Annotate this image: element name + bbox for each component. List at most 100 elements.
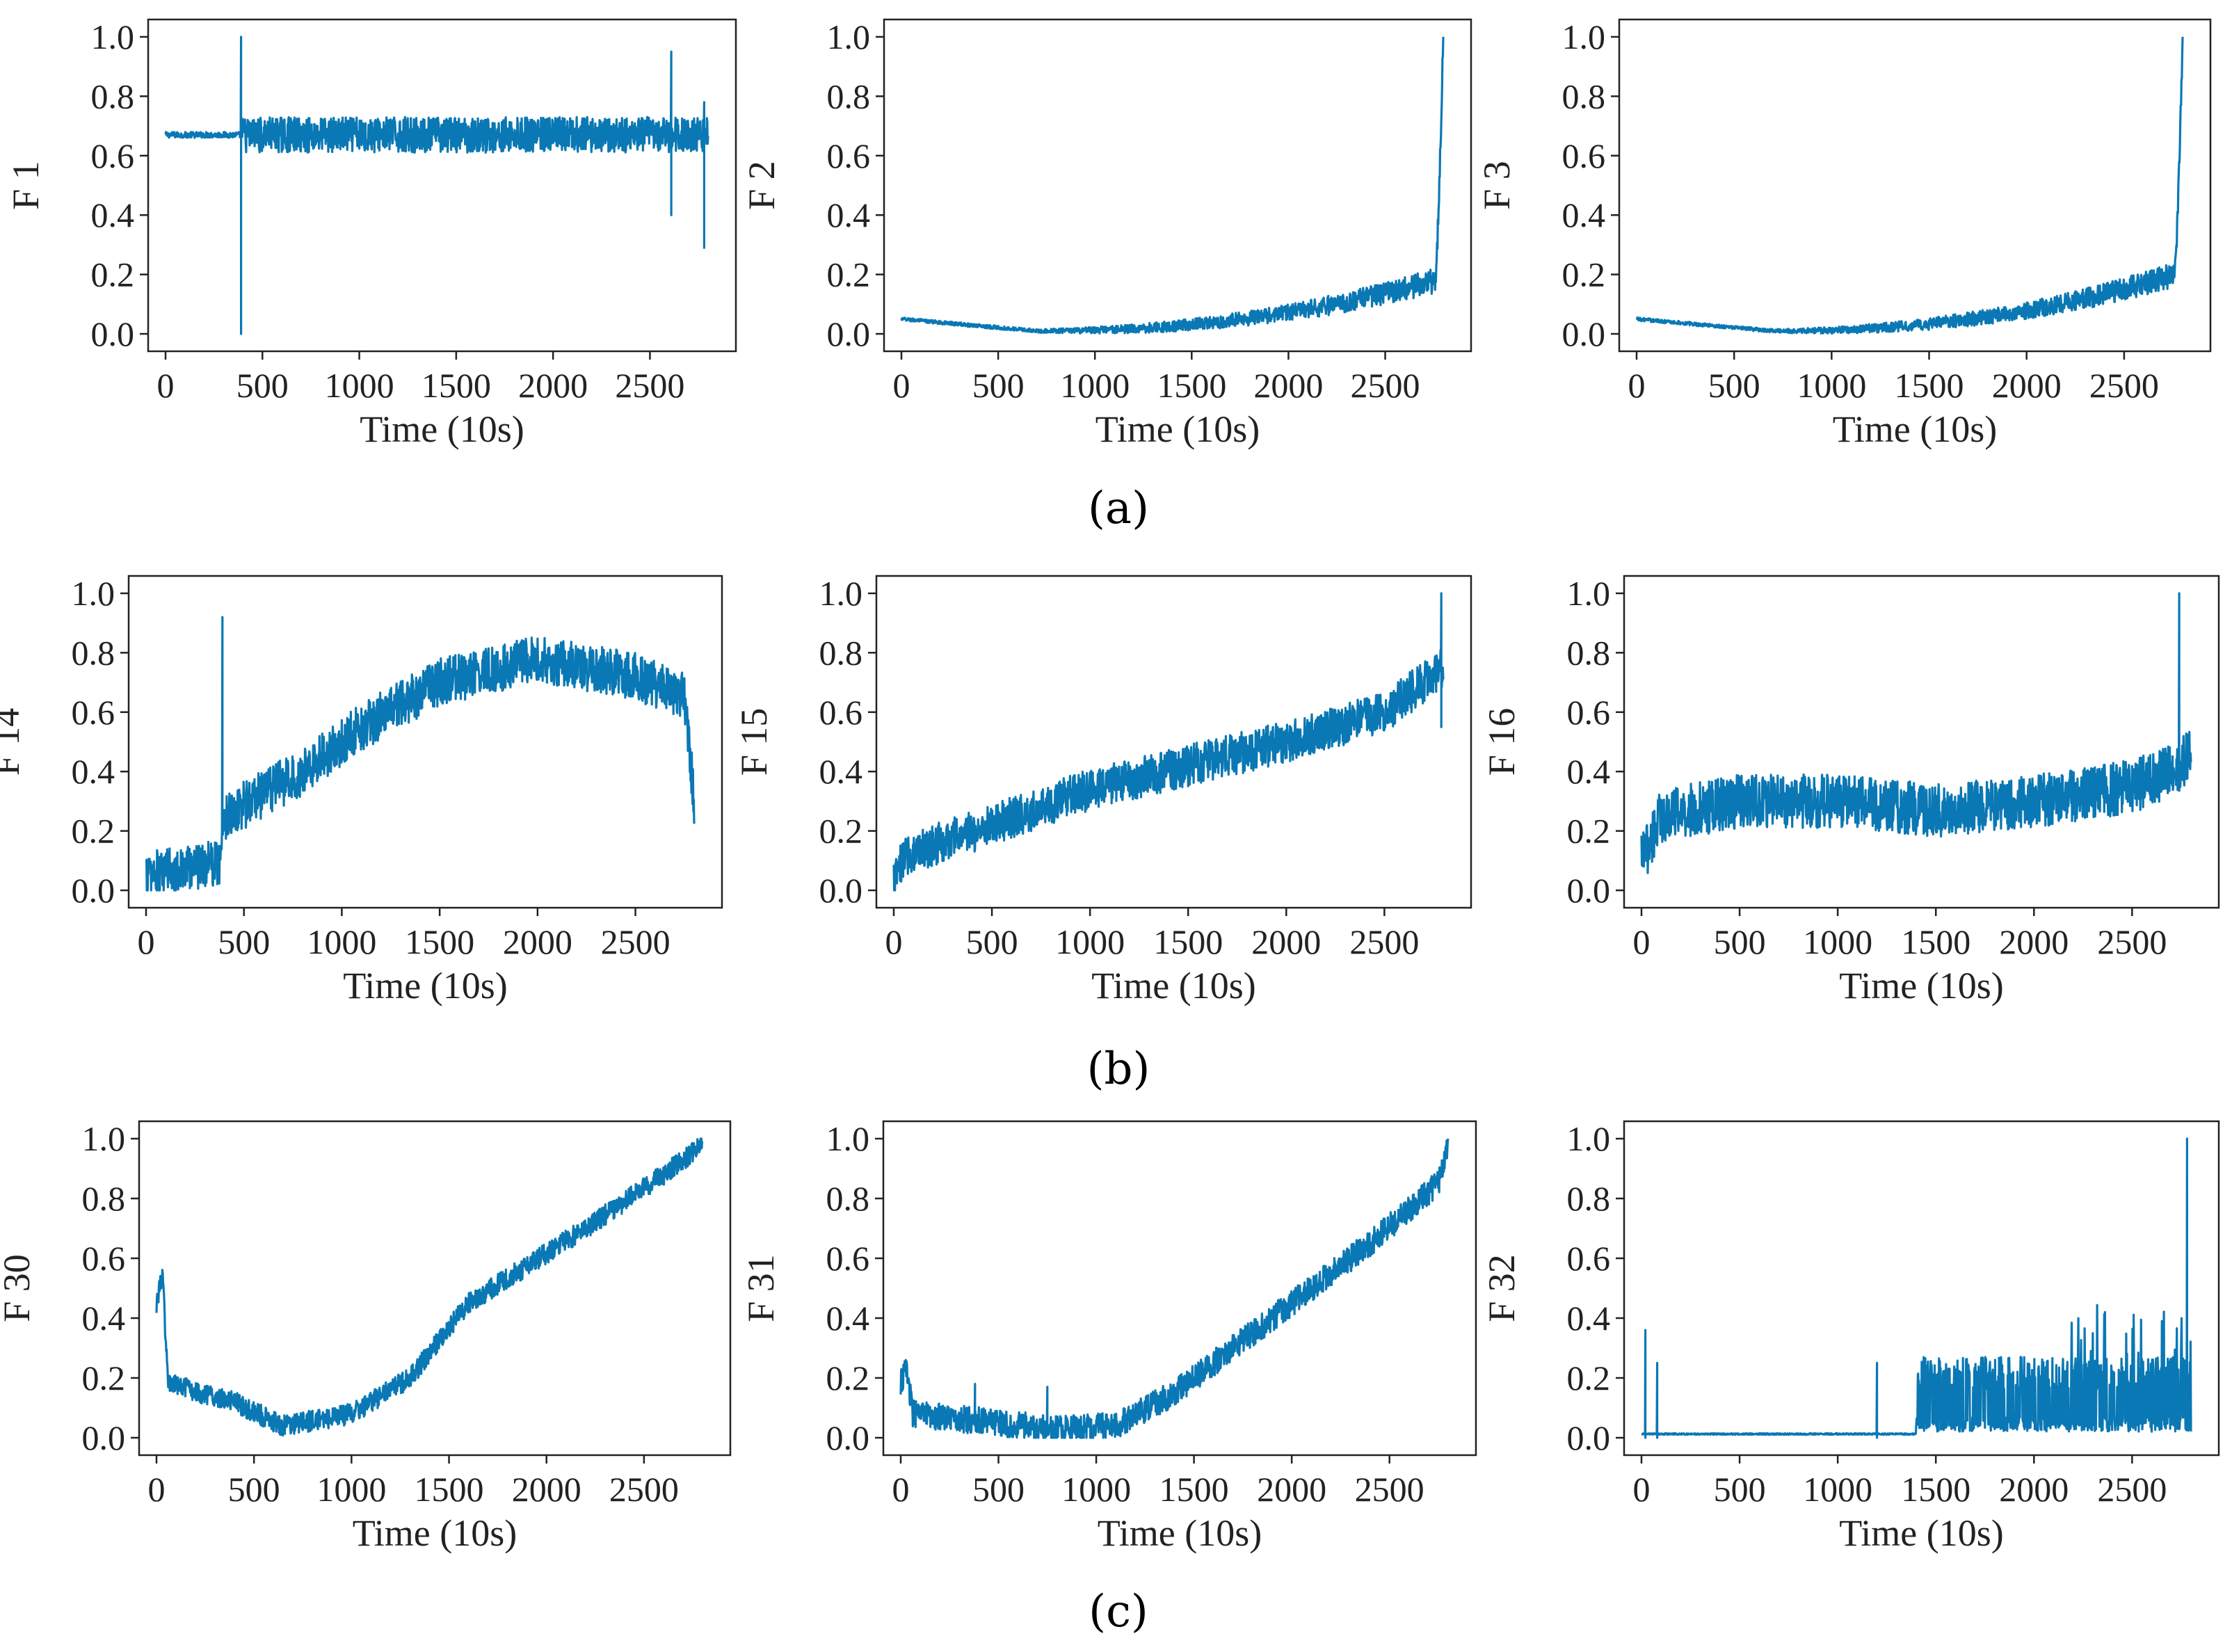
y-axis-title: F 14 — [0, 708, 27, 776]
x-tick-label: 0 — [138, 922, 155, 961]
chart-f31: 0 500 1000 1500 2000 2500 0.0 0.2 0.4 0.6 0.8 1.0 Ti… — [740, 1119, 1477, 1554]
y-tick-label: 0.0 — [82, 1418, 126, 1457]
y-tick-label: 0.0 — [819, 871, 863, 910]
plots-layer: 0 500 1000 1500 2000 2500 0.0 0.2 0.4 0.6 0.8 1.0 Ti… — [0, 17, 2220, 1554]
plot-frame — [1623, 575, 2220, 909]
series-line-f3 — [1635, 36, 2184, 335]
chart-f30: 0 500 1000 1500 2000 2500 0.0 0.2 0.4 0.6 0.8 1.0 Ti… — [0, 1119, 732, 1554]
x-tick-label: 0 — [893, 366, 910, 405]
y-tick-label: 0.6 — [819, 693, 863, 732]
x-tick-label: 2500 — [2097, 1470, 2167, 1509]
y-axis-title: F 32 — [1481, 1254, 1523, 1322]
x-tick-label: 2500 — [1349, 922, 1419, 961]
series-line-f30 — [155, 1137, 704, 1437]
y-tick-label: 0.4 — [91, 195, 135, 234]
x-tick-label: 500 — [1708, 366, 1760, 405]
y-tick-label: 0.2 — [819, 812, 863, 851]
y-axis-title: F 31 — [740, 1254, 782, 1322]
y-axis-title: F 15 — [733, 708, 775, 776]
x-tick-label: 2000 — [512, 1470, 581, 1509]
x-tick-label: 1500 — [1901, 922, 1970, 961]
panel-label-c: (c) — [1089, 1586, 1148, 1637]
y-tick-label: 0.2 — [1567, 812, 1611, 851]
y-tick-label: 0.8 — [72, 633, 115, 672]
x-tick-label: 1500 — [1901, 1470, 1970, 1509]
y-tick-label: 0.6 — [1567, 693, 1611, 732]
x-tick-label: 0 — [157, 366, 175, 405]
x-axis-title: Time (10s) — [1833, 408, 1998, 450]
plot-frame — [147, 18, 737, 353]
plot-frame — [882, 1120, 1477, 1457]
y-tick-label: 1.0 — [72, 574, 115, 613]
y-tick-label: 0.4 — [1567, 1299, 1611, 1338]
x-tick-label: 2000 — [518, 366, 588, 405]
y-tick-label: 0.6 — [72, 693, 115, 732]
x-tick-label: 1000 — [1060, 366, 1130, 405]
y-tick-label: 0.0 — [827, 314, 871, 353]
x-tick-label: 0 — [148, 1470, 166, 1509]
y-tick-label: 1.0 — [82, 1119, 126, 1158]
y-tick-label: 0.8 — [82, 1179, 126, 1218]
series-line-f2 — [900, 36, 1445, 335]
x-tick-label: 1500 — [1159, 1470, 1229, 1509]
y-tick-label: 1.0 — [826, 1119, 870, 1158]
x-tick-label: 1000 — [307, 922, 376, 961]
y-tick-label: 0.2 — [82, 1358, 126, 1397]
y-tick-label: 0.8 — [826, 1179, 870, 1218]
y-tick-label: 0.4 — [72, 752, 115, 791]
series-line-f32 — [1641, 1137, 2192, 1439]
y-tick-label: 0.4 — [819, 752, 863, 791]
y-tick-label: 0.6 — [826, 1239, 870, 1278]
y-axis-title: F 1 — [5, 161, 47, 210]
y-tick-label: 0.6 — [82, 1239, 126, 1278]
y-tick-label: 0.6 — [1567, 1239, 1611, 1278]
x-tick-label: 0 — [1628, 366, 1646, 405]
y-axis-title: F 3 — [1476, 161, 1518, 210]
x-tick-label: 500 — [972, 1470, 1025, 1509]
plot-frame — [138, 1120, 732, 1457]
x-tick-label: 2000 — [1992, 366, 2062, 405]
y-tick-label: 0.2 — [826, 1358, 870, 1397]
x-tick-label: 1000 — [1803, 922, 1872, 961]
y-tick-label: 0.6 — [1562, 136, 1606, 175]
series-line-f16 — [1640, 592, 2192, 874]
x-tick-label: 2500 — [2097, 922, 2167, 961]
y-tick-label: 0.8 — [1567, 1179, 1611, 1218]
x-tick-label: 2500 — [615, 366, 684, 405]
x-tick-label: 0 — [1633, 922, 1651, 961]
plot-frame — [875, 575, 1472, 909]
y-tick-label: 0.0 — [826, 1418, 870, 1457]
x-tick-label: 1500 — [1895, 366, 1964, 405]
y-tick-label: 0.8 — [827, 77, 871, 115]
x-tick-label: 2000 — [1257, 1470, 1326, 1509]
x-tick-label: 1000 — [1797, 366, 1866, 405]
x-tick-label: 0 — [885, 922, 903, 961]
x-axis-title: Time (10s) — [1098, 1512, 1262, 1554]
y-tick-label: 0.0 — [72, 871, 115, 910]
chart-f16: 0 500 1000 1500 2000 2500 0.0 0.2 0.4 0.6 0.8 1.0 Ti… — [1481, 574, 2220, 1007]
x-tick-label: 1000 — [1803, 1470, 1872, 1509]
x-axis-title: Time (10s) — [360, 408, 524, 450]
y-tick-label: 0.4 — [827, 195, 871, 234]
y-tick-label: 0.8 — [819, 633, 863, 672]
y-tick-label: 0.0 — [91, 314, 135, 353]
y-tick-label: 0.0 — [1567, 1418, 1611, 1457]
x-tick-label: 2000 — [503, 922, 572, 961]
x-tick-label: 1000 — [1061, 1470, 1131, 1509]
x-tick-label: 1500 — [421, 366, 491, 405]
y-tick-label: 0.2 — [91, 255, 135, 294]
x-tick-label: 1000 — [316, 1470, 386, 1509]
chart-f3: 0 500 1000 1500 2000 2500 0.0 0.2 0.4 0.6 0.8 1.0 Ti… — [1476, 17, 2212, 450]
x-tick-label: 2500 — [1351, 366, 1420, 405]
x-tick-label: 2500 — [609, 1470, 679, 1509]
y-tick-label: 0.2 — [1567, 1358, 1611, 1397]
series-line-f31 — [899, 1138, 1450, 1439]
x-axis-title: Time (10s) — [1839, 1512, 2004, 1554]
y-tick-label: 1.0 — [1562, 17, 1606, 56]
panel-label-b: (b) — [1087, 1043, 1150, 1095]
y-tick-label: 0.4 — [82, 1299, 126, 1338]
y-tick-label: 1.0 — [1567, 1119, 1611, 1158]
y-tick-label: 0.8 — [1562, 77, 1606, 115]
plot-frame — [1623, 1120, 2220, 1457]
